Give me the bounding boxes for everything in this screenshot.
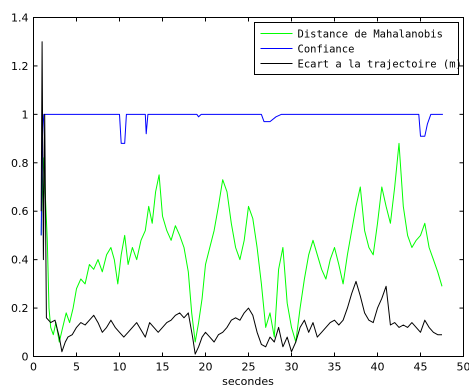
x-tick-label: 45: [414, 361, 428, 374]
x-tick-label: 30: [285, 361, 299, 374]
x-tick-label: 40: [371, 361, 385, 374]
x-tick-label: 35: [328, 361, 342, 374]
legend: Distance de Mahalanobis Confiance Ecart a …: [254, 22, 462, 75]
x-tick-label: 50: [457, 361, 469, 374]
x-tick-label: 10: [113, 361, 127, 374]
legend-label: Ecart a la trajectoire (m): [298, 59, 462, 71]
y-tick-label: 1: [22, 108, 29, 121]
plot-series: [40, 41, 443, 355]
y-tick-label: 0: [22, 351, 29, 364]
y-tick-label: 0.6: [11, 205, 29, 218]
x-tick-label: 5: [73, 361, 80, 374]
x-tick-label: 15: [156, 361, 170, 374]
axes: 0 5 10 15 20 25 30 35 40 45 50 0 0.2 0.4 0.6 0.8 1 1.2 1.4: [11, 12, 469, 374]
series-line-1: [40, 142, 443, 343]
y-tick-label: 1.2: [11, 60, 29, 73]
x-tick-label: 0: [30, 361, 37, 374]
series-line-3: [40, 41, 442, 355]
x-tick-label: 20: [199, 361, 213, 374]
legend-label: Distance de Mahalanobis: [298, 29, 443, 41]
x-axis-label: secondes: [222, 375, 274, 388]
y-tick-label: 0.4: [11, 254, 29, 267]
x-tick-label: 25: [242, 361, 256, 374]
y-tick-label: 0.2: [11, 302, 29, 315]
y-tick-label: 1.4: [11, 12, 29, 25]
legend-label: Confiance: [298, 44, 355, 56]
series-line-2: [40, 113, 443, 236]
y-tick-label: 0.8: [11, 157, 29, 170]
